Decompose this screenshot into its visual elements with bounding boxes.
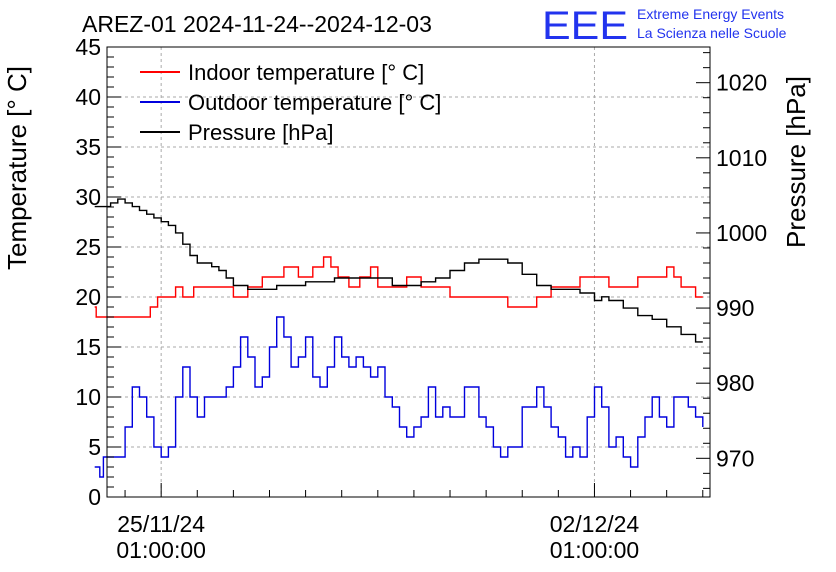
y2-tick-label: 980	[716, 370, 754, 396]
y-tick-label: 35	[75, 134, 101, 160]
y2-tick-label: 1020	[716, 70, 767, 96]
y-tick-label: 0	[88, 484, 101, 510]
y-tick-label: 40	[75, 84, 101, 110]
series-line	[94, 198, 703, 343]
axes-layer: 0 5 10 15 20 25 30 35 40 45 970 980 990 1000 1010 1020 2…	[75, 34, 767, 563]
legend-label: Outdoor temperature [° C]	[188, 90, 441, 115]
y2-tick-label: 990	[716, 295, 754, 321]
eee-logo: EEE Extreme Energy Events La Scienza nel…	[542, 4, 787, 48]
chart-title: AREZ-01 2024-11-24--2024-12-03	[82, 11, 432, 37]
x-tick-label-date: 02/12/24	[550, 511, 640, 537]
y-tick-label: 25	[75, 234, 101, 260]
legend: Indoor temperature [° C] Outdoor temperat…	[140, 60, 441, 145]
y2-axis-label: Pressure [hPa]	[781, 76, 811, 248]
legend-label: Indoor temperature [° C]	[188, 60, 424, 85]
eee-logo-mark: EEE	[542, 4, 628, 48]
eee-logo-line2: La Scienza nelle Scuole	[637, 25, 787, 41]
series-line	[94, 316, 704, 478]
x-tick-label-time: 01:00:00	[116, 537, 206, 563]
series-layer	[94, 198, 704, 478]
y-tick-label: 5	[88, 434, 101, 460]
y-tick-label: 45	[75, 34, 101, 60]
y-axis-label: Temperature [° C]	[2, 66, 32, 270]
grid-layer	[107, 47, 710, 497]
eee-logo-line1: Extreme Energy Events	[637, 6, 784, 22]
x-tick-label-date: 25/11/24	[117, 511, 205, 537]
x-tick-label-time: 01:00:00	[550, 537, 640, 563]
y2-tick-label: 1010	[716, 145, 767, 171]
y-tick-label: 15	[75, 334, 101, 360]
y2-tick-label: 1000	[716, 220, 767, 246]
y-tick-label: 10	[75, 384, 101, 410]
legend-label: Pressure [hPa]	[188, 120, 334, 145]
y-tick-label: 20	[75, 284, 101, 310]
y-tick-label: 30	[75, 184, 101, 210]
plot-frame	[106, 46, 711, 498]
y2-tick-label: 970	[716, 445, 754, 471]
series-line	[94, 256, 703, 318]
